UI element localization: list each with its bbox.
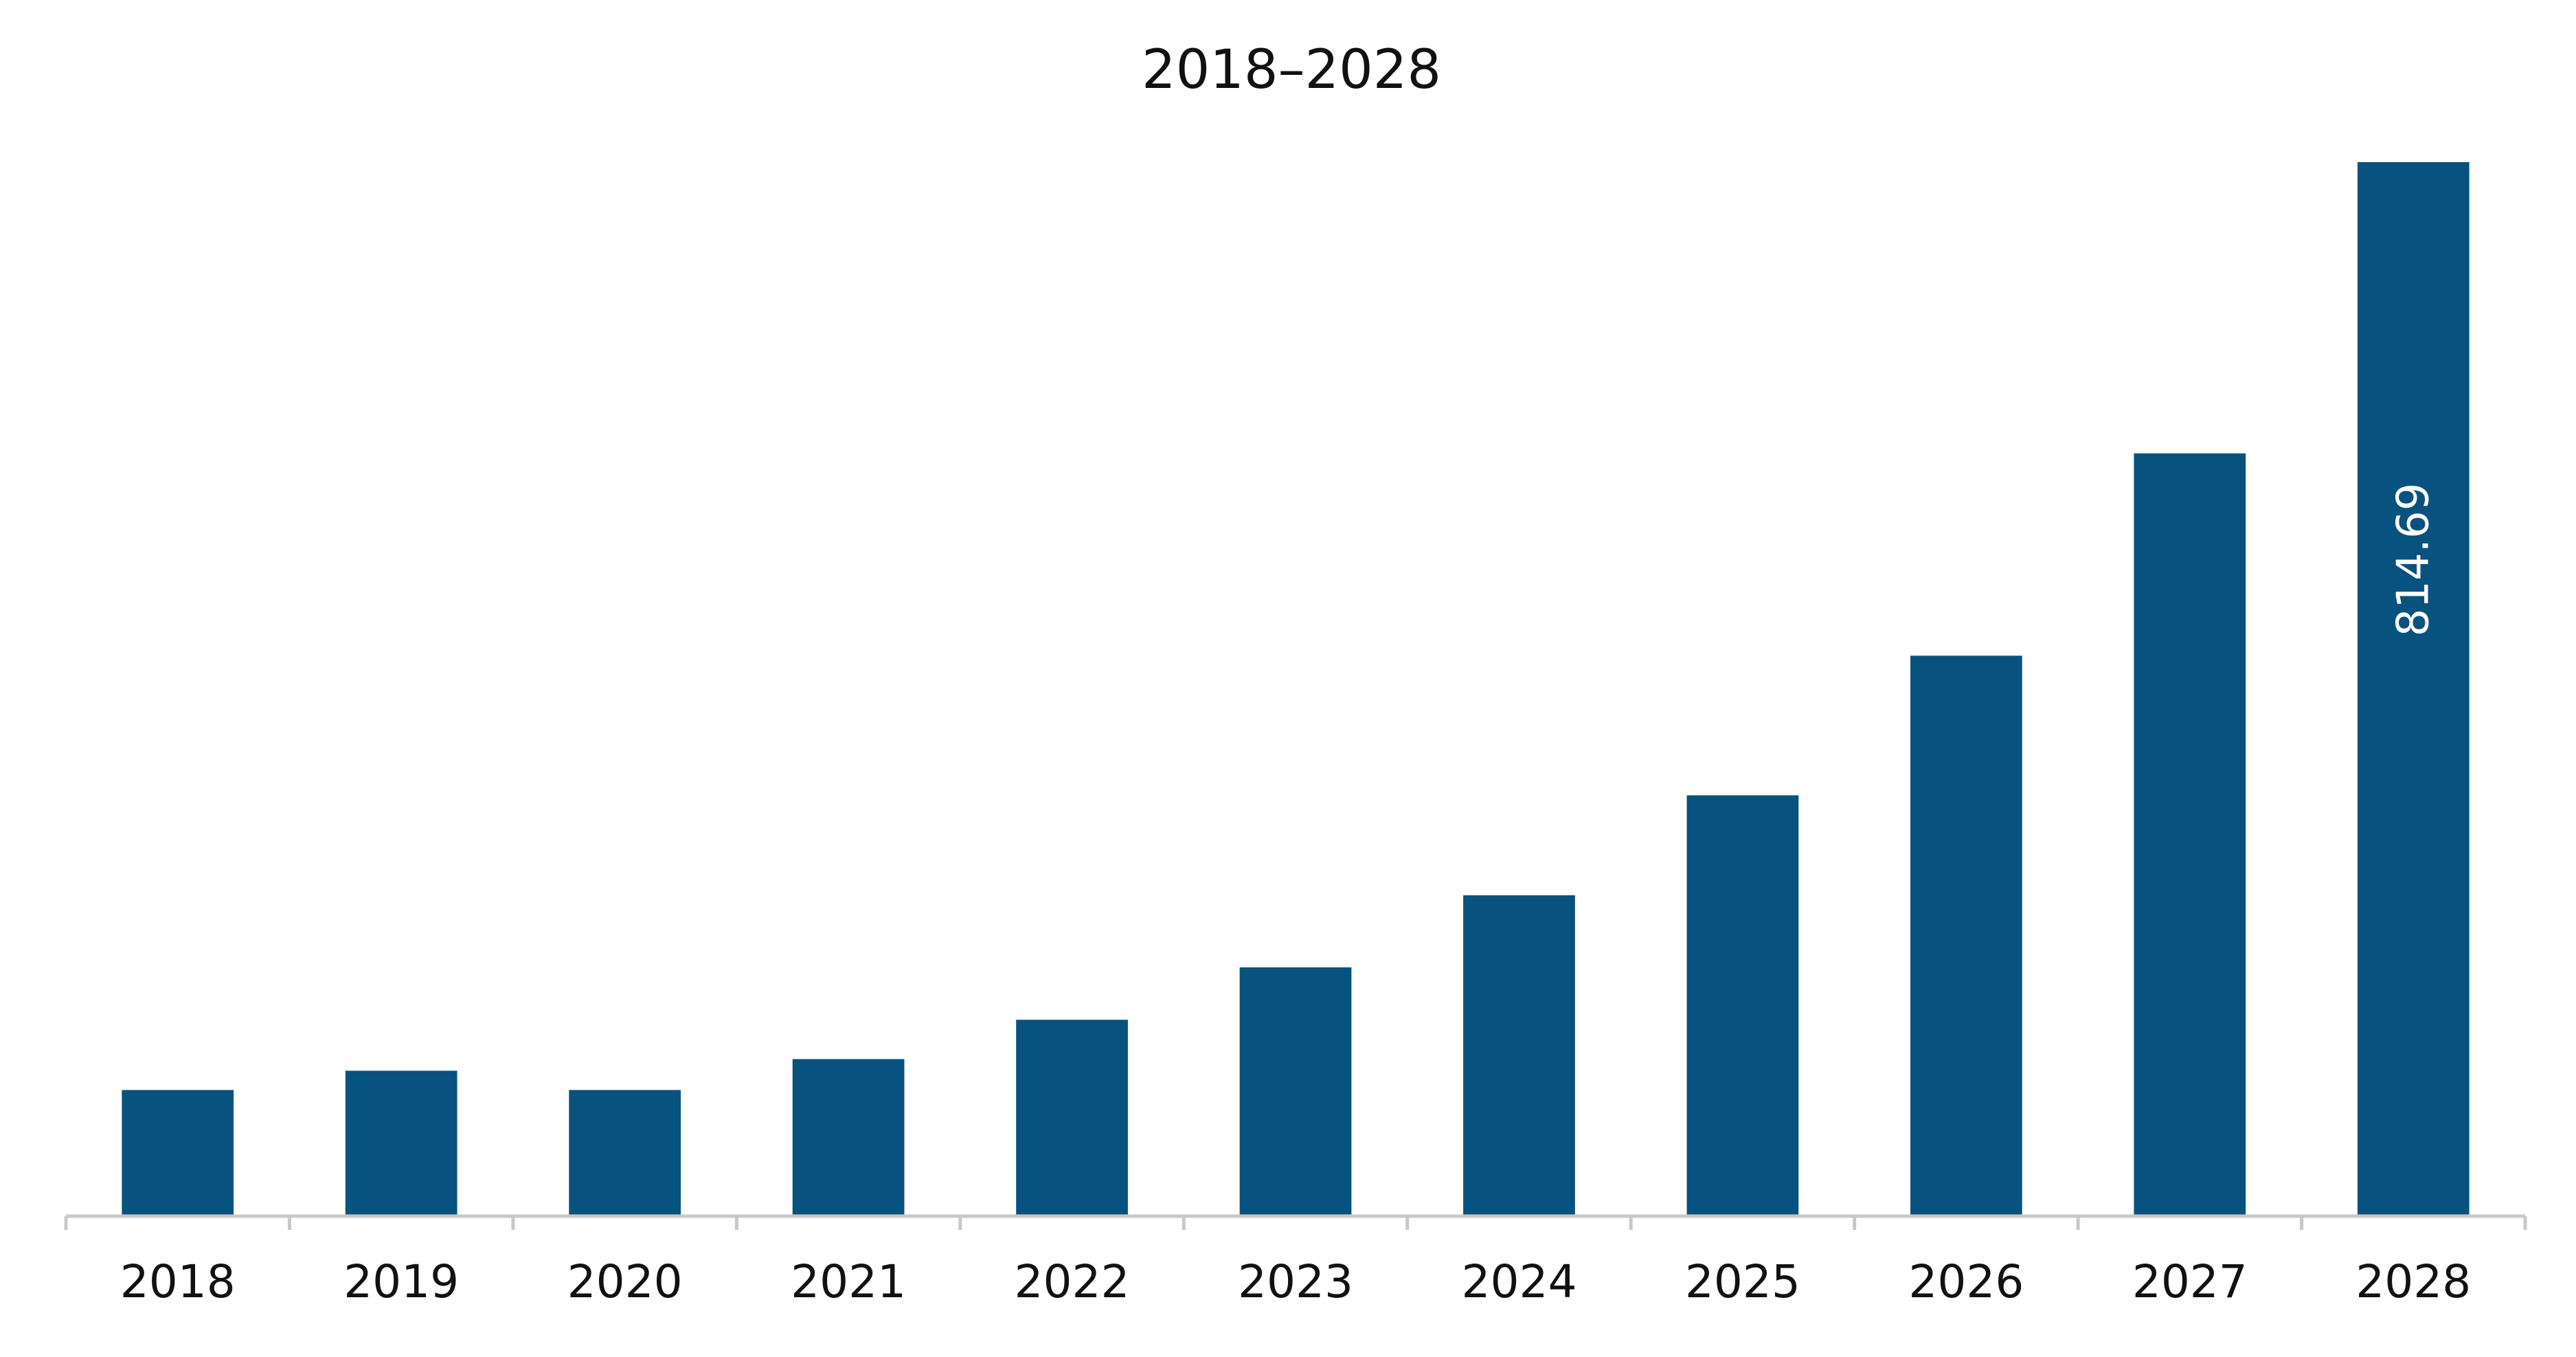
bar-2023 [1239,967,1352,1216]
x-tick-label-2021: 2021 [791,1255,906,1308]
x-tick-label-2019: 2019 [343,1255,459,1308]
bar-2020 [569,1090,681,1216]
x-tick-label-2025: 2025 [1685,1255,1800,1308]
x-tick-label-2023: 2023 [1238,1255,1353,1308]
bar-2027 [2134,453,2246,1216]
bar-2026 [1910,655,2022,1216]
x-tick-label-2018: 2018 [120,1255,236,1308]
x-axis: 2018 2019 2020 2021 2022 2023 2024 2025 2026 2027… [64,1214,2527,1308]
x-tick-label-2022: 2022 [1015,1255,1130,1308]
bars-layer [122,162,2470,1216]
chart-title: 2018–2028 [1142,39,1441,101]
bar-2025 [1686,795,1799,1216]
data-label-2028: 814.69 [2388,483,2439,637]
x-tick-label-2027: 2027 [2132,1255,2248,1308]
x-tick-label-2026: 2026 [1908,1255,2024,1308]
bar-2022 [1016,1020,1128,1216]
bar-2019 [345,1070,457,1216]
bar-2021 [792,1059,905,1216]
x-tick-label-2028: 2028 [2355,1255,2471,1308]
data-labels-layer: 814.69 [2388,483,2439,637]
bar-2024 [1463,895,1575,1216]
bar-2028 [2357,162,2470,1216]
bar-2018 [122,1090,234,1216]
x-tick-label-2024: 2024 [1461,1255,1577,1308]
x-tick-label-2020: 2020 [567,1255,683,1308]
